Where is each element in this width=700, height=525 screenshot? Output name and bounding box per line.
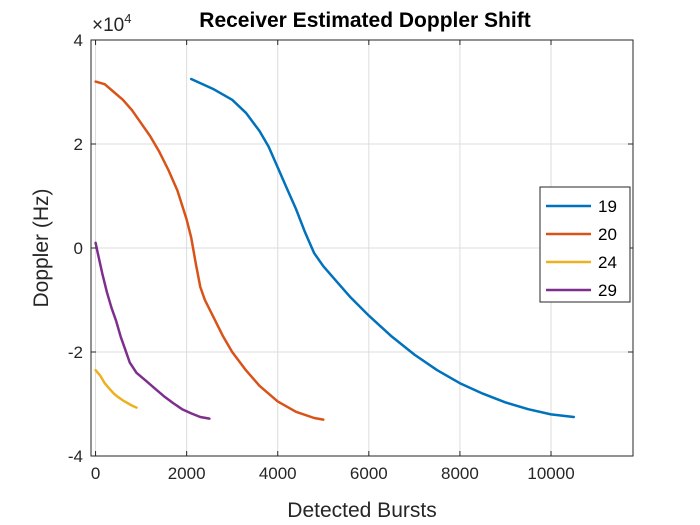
x-tick-label: 10000 [527,464,574,483]
ticks [91,39,633,457]
y-tick-label: -2 [68,343,83,362]
series-line-19 [189,77,576,419]
y-tick-label: -4 [68,447,83,466]
series-line-20 [94,80,325,421]
y-tick-label: 4 [74,31,83,50]
x-tick-label: 0 [91,464,100,483]
x-tick-label: 2000 [168,464,206,483]
legend-label-29: 29 [598,281,617,300]
legend-label-19: 19 [598,197,617,216]
y-tick-label: 0 [74,239,83,258]
series-line-29 [94,241,211,420]
legend-label-24: 24 [598,253,617,272]
series-layer [94,77,576,421]
y-tick-label: 2 [74,135,83,154]
chart-title: Receiver Estimated Doppler Shift [199,9,530,32]
legend: 19 20 24 29 [539,186,631,303]
legend-label-20: 20 [598,225,617,244]
x-axis-label: Detected Bursts [287,499,436,522]
y-exponent: ×104 [92,11,131,36]
x-tick-label: 4000 [259,464,297,483]
series-line-24 [94,368,138,409]
x-tick-label: 8000 [441,464,479,483]
tick-labels: 0 2000 4000 6000 8000 10000 -4 -2 0 2 4 [68,31,575,483]
x-tick-label: 6000 [350,464,388,483]
y-axis-label: Doppler (Hz) [30,188,53,307]
